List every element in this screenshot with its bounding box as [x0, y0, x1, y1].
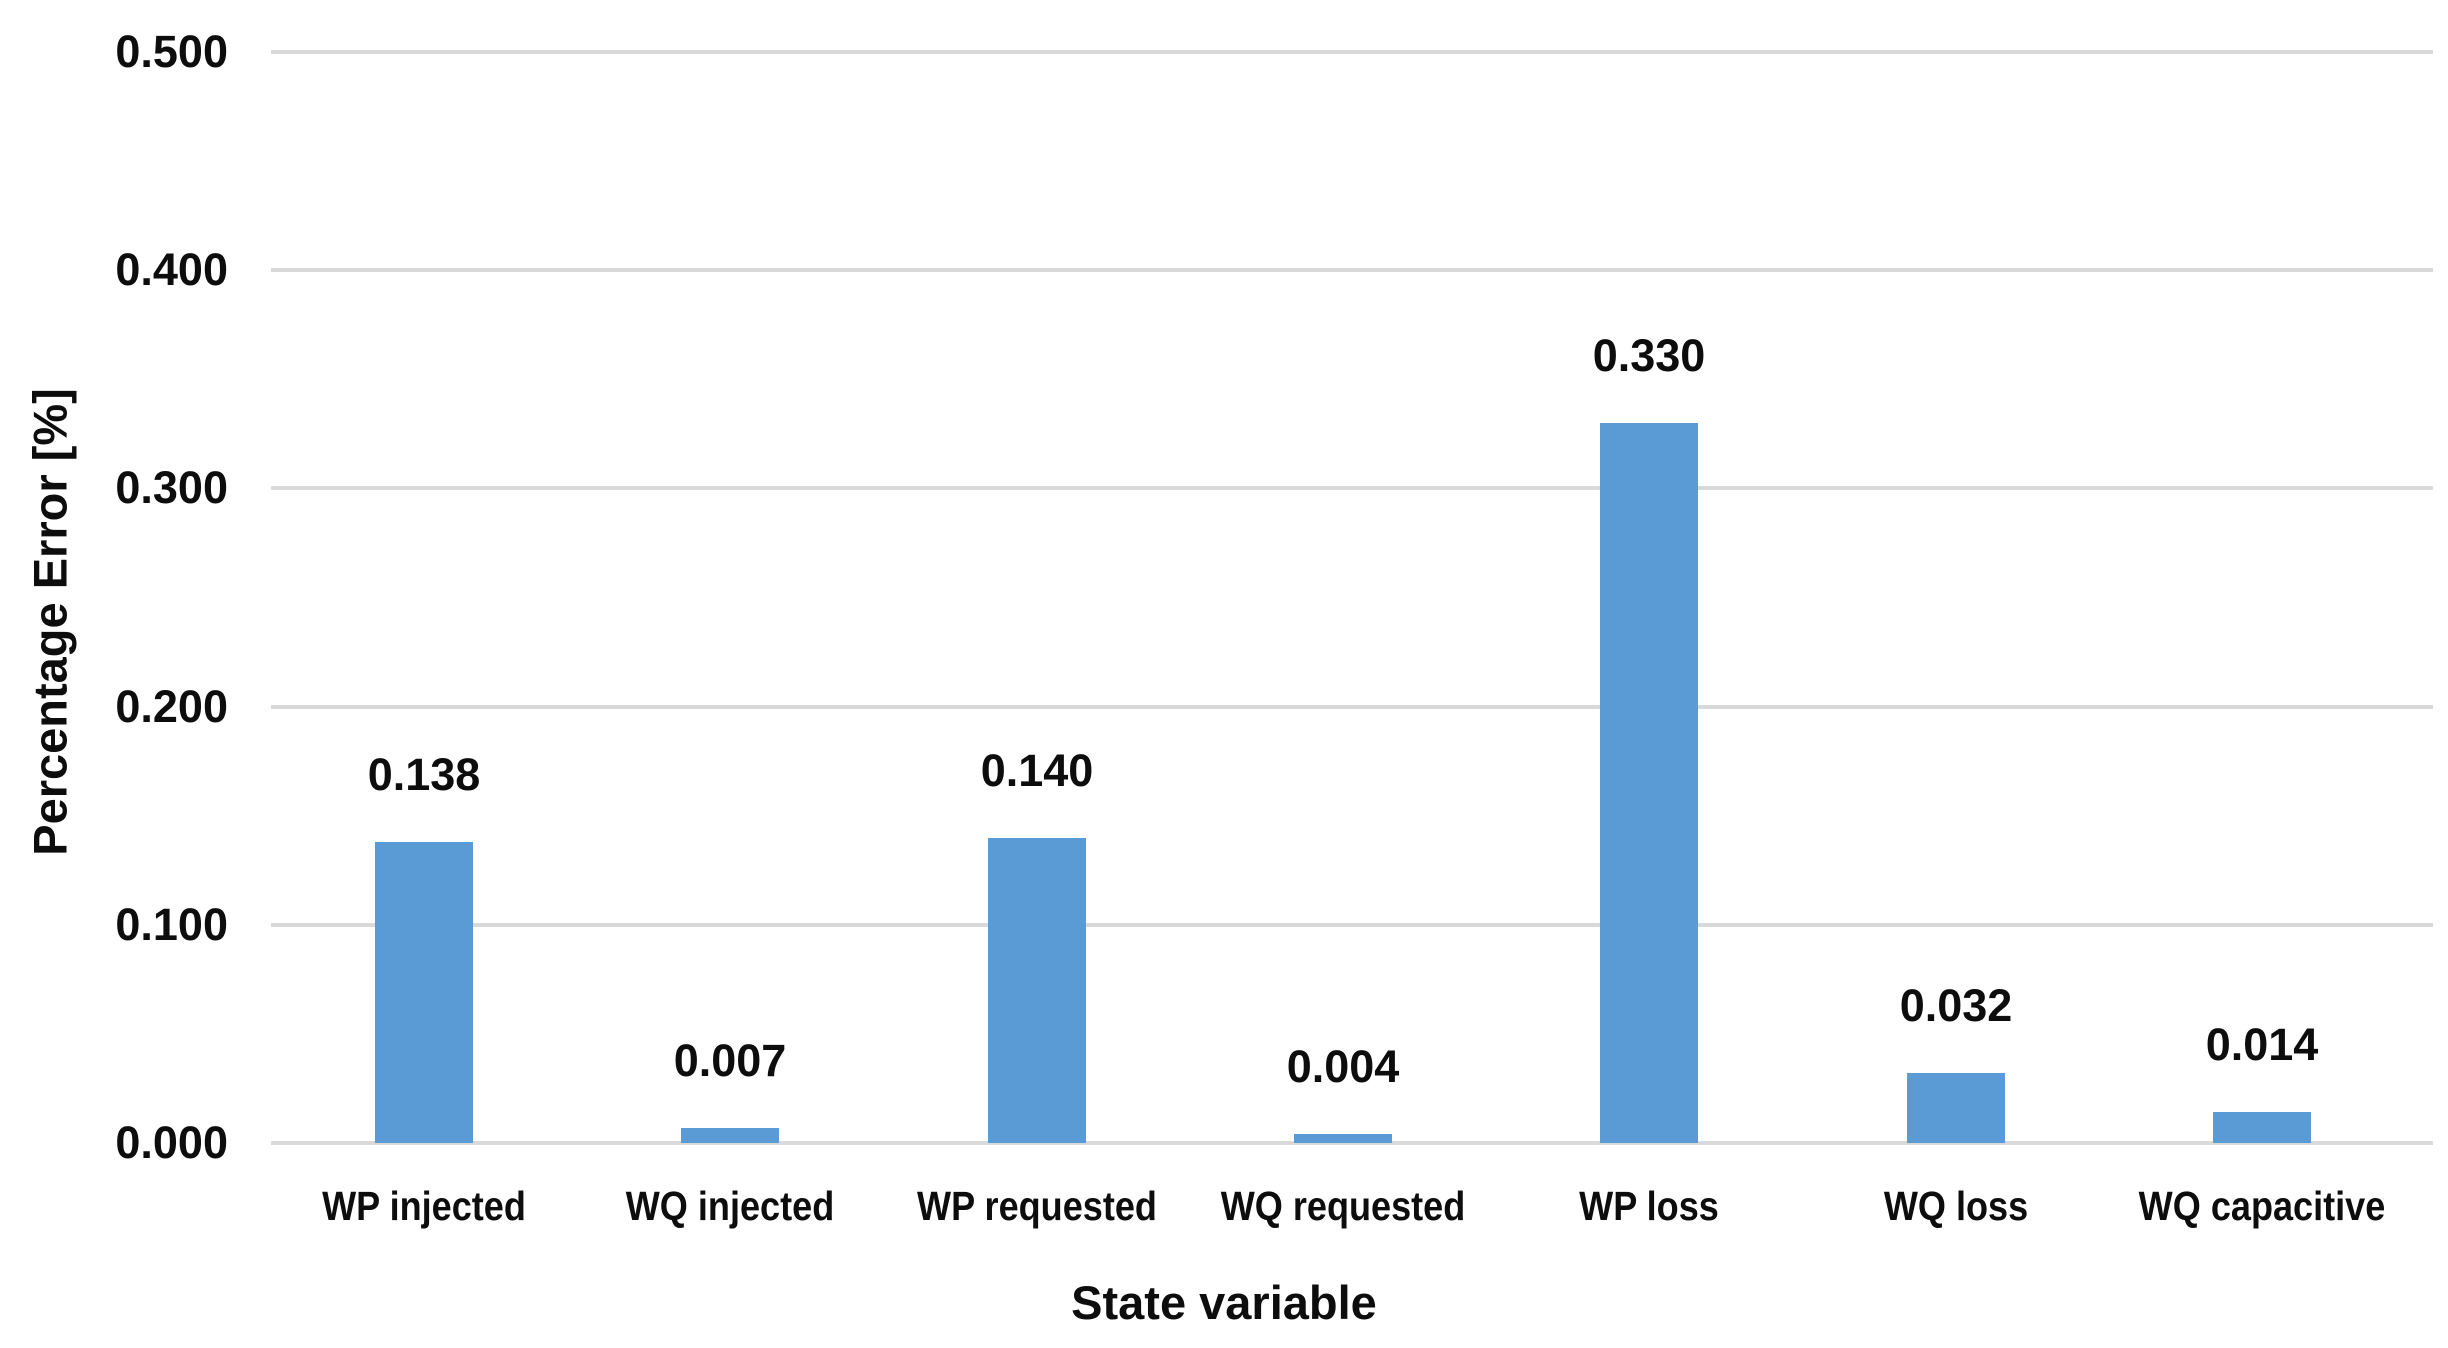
y-tick-label: 0.400: [115, 244, 228, 296]
bar: [1294, 1134, 1392, 1143]
category-label: WQ injected: [625, 1183, 835, 1229]
gridline: [271, 1141, 2433, 1145]
bar: [2213, 1112, 2311, 1143]
category-label: WQ loss: [1883, 1183, 2029, 1229]
y-tick-label: 0.300: [115, 462, 228, 514]
y-tick-label: 0.500: [115, 26, 228, 77]
gridline: [271, 50, 2433, 54]
category-label: WP requested: [917, 1183, 1157, 1229]
bar: [1907, 1073, 2005, 1143]
bar: [1600, 423, 1698, 1143]
bar: [375, 842, 473, 1143]
category-label: WP loss: [1579, 1183, 1719, 1229]
y-tick-label: 0.100: [115, 898, 228, 950]
bar: [988, 838, 1086, 1143]
data-label: 0.330: [1592, 330, 1706, 381]
x-axis-title: State variable: [1071, 1276, 1377, 1329]
gridline: [271, 486, 2433, 491]
category-label: WQ requested: [1220, 1183, 1466, 1229]
y-axis-title: Percentage Error [%]: [23, 388, 77, 856]
data-label: 0.014: [2205, 1019, 2319, 1070]
data-label: 0.138: [367, 749, 481, 800]
category-label: WQ capacitive: [2138, 1183, 2386, 1229]
data-label: 0.004: [1286, 1041, 1400, 1092]
y-tick-label: 0.200: [115, 680, 228, 732]
data-label: 0.032: [1899, 980, 2013, 1031]
data-label: 0.007: [673, 1035, 787, 1086]
gridline: [271, 704, 2433, 709]
category-label: WP injected: [322, 1183, 526, 1229]
bar: [681, 1128, 779, 1143]
y-tick-label: 0.000: [115, 1117, 228, 1168]
data-label: 0.140: [980, 745, 1094, 796]
gridline: [271, 922, 2433, 927]
gridline: [271, 268, 2433, 273]
